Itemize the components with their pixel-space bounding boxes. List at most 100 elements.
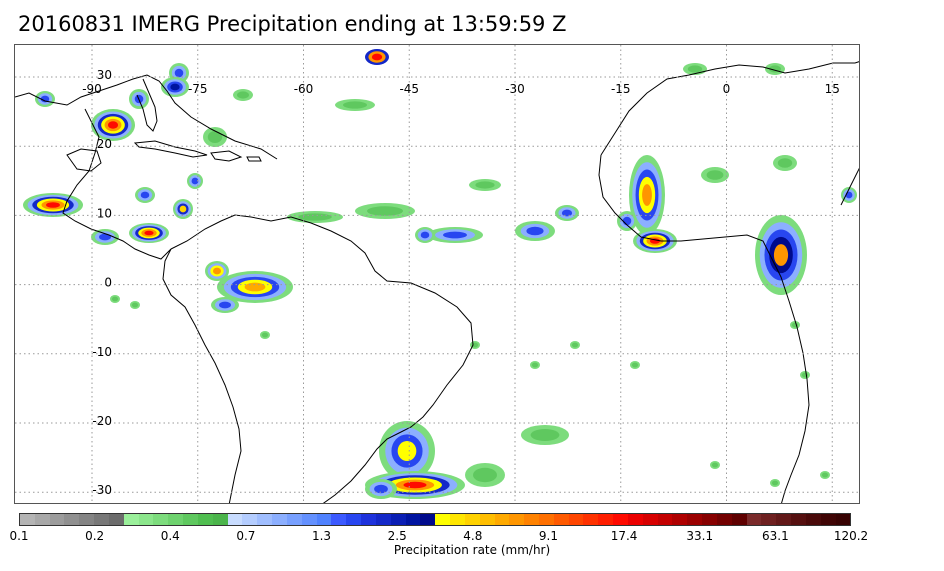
colorbar-swatch	[553, 514, 569, 525]
colorbar-tick-label: 2.5	[387, 529, 407, 543]
colorbar-swatch	[94, 514, 109, 525]
colorbar-swatch	[761, 514, 777, 525]
precipitation-cell	[572, 342, 578, 348]
colorbar-swatch	[420, 514, 436, 525]
colorbar-tick-labels: 0.1 0.2 0.4 0.7 1.3 2.5 4.8 9.1 17.4 33.1 63.1 120.…	[0, 529, 944, 545]
precipitation-cell	[443, 231, 467, 239]
colorbar-swatch	[731, 514, 747, 525]
colorbar-swatch	[138, 514, 154, 525]
colorbar-swatch	[657, 514, 673, 525]
precipitation-cell	[712, 462, 718, 468]
precipitation-cell	[219, 301, 231, 309]
colorbar-swatch	[168, 514, 184, 525]
precipitation-cell	[472, 342, 478, 348]
colorbar-swatch	[79, 514, 95, 525]
colorbar-swatch	[687, 514, 703, 525]
precipitation-cell	[561, 209, 573, 217]
colorbar-swatch	[390, 514, 406, 525]
colorbar-swatch	[183, 514, 198, 525]
colorbar-swatch	[746, 514, 762, 525]
precipitation-cell	[473, 467, 497, 483]
longitude-label: -90	[82, 82, 102, 96]
colorbar-swatch	[34, 514, 50, 525]
colorbar-swatch	[479, 514, 495, 525]
precipitation-cell	[526, 226, 544, 236]
colorbar-swatch	[642, 514, 658, 525]
colorbar-swatch	[805, 514, 821, 525]
colorbar-swatch	[509, 514, 525, 525]
precipitation-cell	[475, 181, 495, 189]
precipitation-cell	[244, 282, 266, 292]
colorbar-swatch	[108, 514, 124, 525]
precipitation-cell	[371, 53, 383, 61]
precipitation-cell	[170, 83, 180, 91]
colorbar-swatch	[494, 514, 510, 525]
colorbar-swatch	[227, 514, 243, 525]
colorbar-swatch	[212, 514, 228, 525]
precipitation-cell	[99, 233, 111, 241]
coastline-florida	[136, 78, 158, 132]
coastlines	[15, 61, 859, 503]
precipitation-cell	[374, 484, 388, 494]
map-title: 20160831 IMERG Precipitation ending at 1…	[18, 12, 567, 36]
colorbar-tick-label: 33.1	[686, 529, 714, 543]
precipitation-cell	[622, 216, 632, 226]
longitude-label: 15	[825, 82, 840, 96]
colorbar-tick-label: 0.1	[9, 529, 29, 543]
colorbar-swatch	[450, 514, 465, 525]
colorbar-swatch	[257, 514, 273, 525]
longitude-label: -30	[505, 82, 525, 96]
precipitation-cell	[772, 480, 778, 486]
colorbar-tick-label: 63.1	[762, 529, 789, 543]
precipitation-cell	[632, 362, 638, 368]
colorbar-swatch	[361, 514, 376, 525]
colorbar-swatch	[331, 514, 347, 525]
latitude-label: 20	[97, 137, 112, 151]
graticule	[15, 45, 859, 503]
precipitation-cell	[112, 296, 118, 302]
precipitation-cell	[132, 302, 138, 308]
precipitation-map: -90 -75 -60 -45 -30 -15 0 15 30 20 10 0 -10 -20 -30	[14, 44, 860, 504]
colorbar-title: Precipitation rate (mm/hr)	[393, 543, 551, 557]
precipitation-cell	[262, 332, 268, 338]
colorbar-swatch	[524, 514, 539, 525]
precipitation-cell	[144, 230, 154, 236]
colorbar-swatch	[64, 514, 80, 525]
colorbar-swatch	[301, 514, 317, 525]
precipitation-cell	[367, 206, 403, 216]
colorbar-swatch	[568, 514, 584, 525]
precipitation-cell	[397, 441, 417, 461]
colorbar	[19, 513, 851, 526]
colorbar-swatch	[272, 514, 287, 525]
precipitation-cell	[845, 191, 853, 199]
coastline-yucatan	[66, 148, 102, 172]
colorbar-swatch	[613, 514, 628, 525]
colorbar-tick-label: 4.8	[463, 529, 483, 543]
colorbar-swatch	[538, 514, 554, 525]
precipitation-cell	[298, 213, 332, 221]
colorbar-swatch	[702, 514, 717, 525]
colorbar-swatch	[598, 514, 614, 525]
colorbar-swatch	[346, 514, 362, 525]
colorbar-swatch	[627, 514, 643, 525]
colorbar-tick-label: 0.2	[85, 529, 105, 543]
precipitation-cell	[420, 231, 430, 239]
latitude-labels: 30 20 10 0 -10 -20 -30	[92, 68, 112, 497]
latitude-label: -10	[92, 345, 112, 359]
precipitation-cell	[403, 481, 427, 489]
longitude-label: -45	[399, 82, 419, 96]
colorbar-swatch	[286, 514, 302, 525]
map-canvas: -90 -75 -60 -45 -30 -15 0 15 30 20 10 0 -10 -20 -30	[15, 45, 859, 503]
precipitation-cell	[237, 91, 249, 99]
colorbar-tick-label: 1.3	[311, 529, 332, 543]
colorbar-swatch	[583, 514, 599, 525]
colorbar-swatch	[316, 514, 332, 525]
colorbar-swatch	[375, 514, 391, 525]
colorbar-tick-label: 0.4	[160, 529, 180, 543]
precipitation-cell	[46, 202, 60, 208]
colorbar-swatch	[20, 514, 35, 525]
latitude-label: 30	[97, 68, 112, 82]
colorbar-swatch	[123, 514, 139, 525]
precipitation-cell	[107, 121, 119, 129]
colorbar-swatch	[835, 514, 851, 525]
